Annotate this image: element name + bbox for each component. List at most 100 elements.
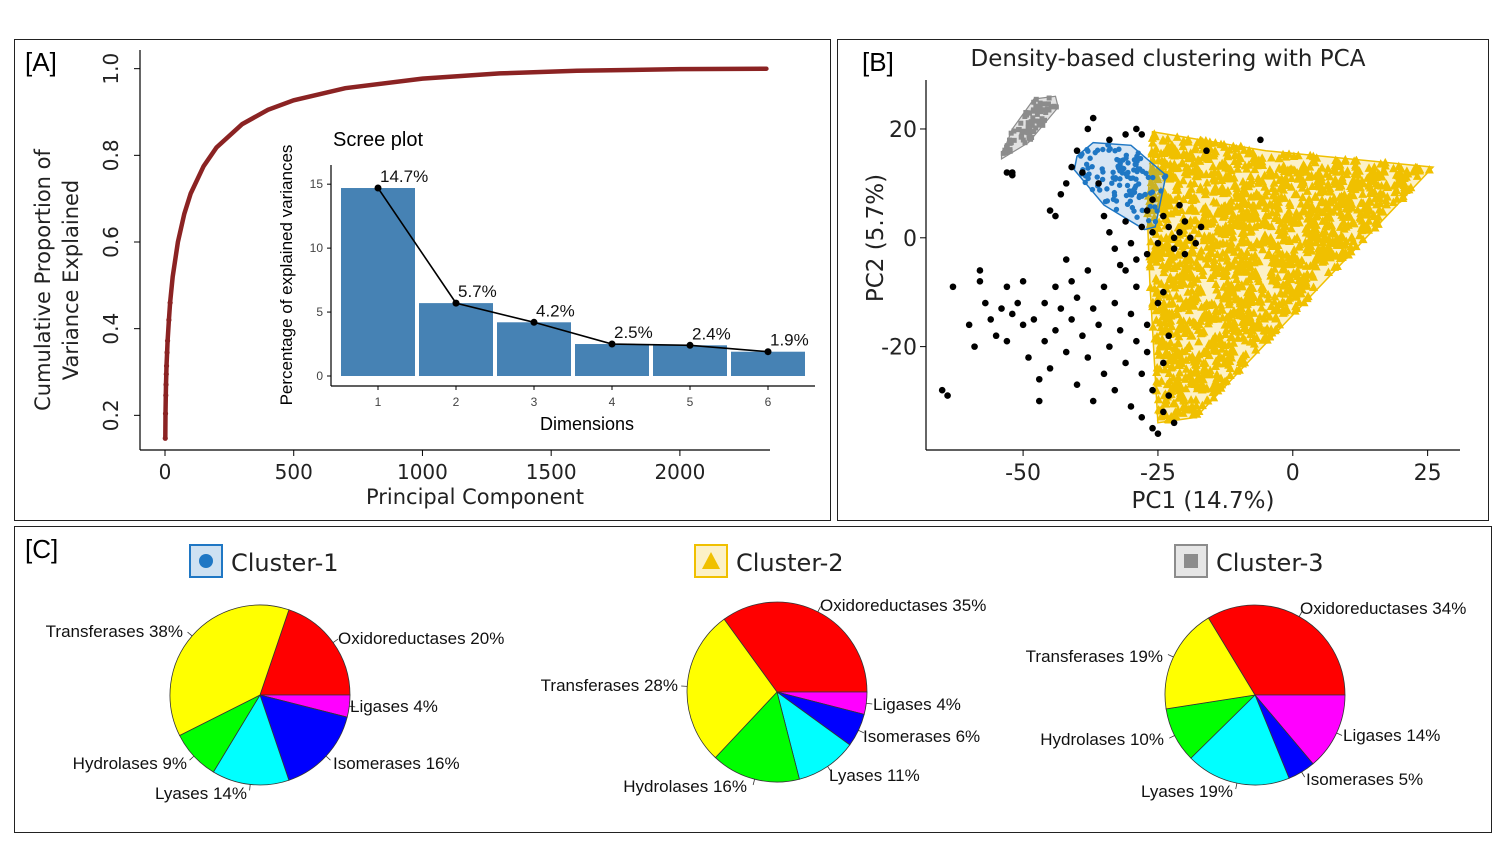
pie-label-leader xyxy=(349,705,356,708)
cluster-2-point xyxy=(1235,306,1245,315)
noise-point xyxy=(1133,256,1140,263)
cluster-2-point xyxy=(1255,323,1265,332)
cluster-2-point xyxy=(1254,296,1264,306)
noise-point xyxy=(1149,386,1156,394)
cluster-2-point xyxy=(1145,282,1155,291)
cluster-2-point xyxy=(1152,363,1162,372)
cluster-2-point xyxy=(1153,346,1163,356)
noise-point xyxy=(998,305,1005,312)
cluster-2-point xyxy=(1219,282,1229,291)
cluster-2-point xyxy=(1175,315,1185,324)
cluster-2-point xyxy=(1189,296,1199,306)
cluster-2-point xyxy=(1252,236,1262,246)
noise-point xyxy=(1009,169,1016,176)
cluster-2-point xyxy=(1248,321,1258,330)
cluster-2-point xyxy=(1374,205,1384,214)
noise-point xyxy=(1138,414,1146,421)
cluster-2-point xyxy=(1237,248,1247,257)
cumulative-variance-point xyxy=(164,349,170,356)
cluster-2-point xyxy=(1189,317,1199,326)
cluster-2-point xyxy=(1175,385,1185,395)
cluster-2-point xyxy=(1238,332,1248,342)
cluster-2-point xyxy=(1302,227,1312,237)
pie-2: Oxidoreductases 35% Ligases 4% Isomerases … xyxy=(541,544,986,796)
cluster-2-point xyxy=(1210,182,1220,191)
cluster-2-point xyxy=(1415,164,1425,174)
cluster-2-point xyxy=(1174,178,1184,188)
cluster-2-point xyxy=(1263,294,1273,303)
cluster-2-point xyxy=(1203,318,1213,328)
cluster-2-point xyxy=(1325,183,1335,193)
cluster-2-point xyxy=(1193,164,1203,173)
cluster-2-point xyxy=(1243,148,1253,158)
cluster-1-point xyxy=(1085,148,1091,154)
cluster-3-point xyxy=(1020,137,1026,143)
cluster-2-point xyxy=(1148,322,1158,331)
cluster-2-point xyxy=(1151,288,1161,297)
cluster-2-point xyxy=(1367,170,1377,180)
noise-point xyxy=(1035,397,1043,405)
cluster-3-point xyxy=(1039,116,1045,122)
cluster-2-point xyxy=(1214,381,1224,391)
cluster-2-point xyxy=(1256,283,1266,292)
cluster-2-point xyxy=(1285,236,1295,246)
cluster-2-point xyxy=(1255,312,1265,321)
cluster-legend-marker xyxy=(702,552,720,569)
cluster-2-point xyxy=(1303,291,1313,301)
noise-point xyxy=(1116,261,1124,269)
cluster-2-point xyxy=(1365,197,1375,206)
scree-x-tick-label: 1 xyxy=(375,395,382,409)
cluster-2-point xyxy=(1239,213,1249,222)
noise-point xyxy=(1073,381,1081,389)
cluster-3-point xyxy=(1018,134,1024,140)
cumulative-variance-point xyxy=(163,363,170,369)
cluster-2-point xyxy=(1274,204,1284,213)
scree-bar xyxy=(731,351,805,376)
cluster-2-point xyxy=(1164,350,1174,359)
scree-line xyxy=(377,187,769,353)
cluster-2-point xyxy=(1331,250,1341,260)
cluster-2-point xyxy=(1262,323,1272,333)
cluster-2-point xyxy=(1250,206,1260,215)
cluster-2-point xyxy=(1222,148,1232,157)
cluster-legend-marker xyxy=(199,554,213,568)
pie-label-leader xyxy=(866,702,873,705)
cluster-2-point xyxy=(1399,185,1409,195)
cluster-2-point xyxy=(1223,245,1233,254)
cluster-2-point xyxy=(1319,232,1329,242)
pie-slice-label: Isomerases 5% xyxy=(1306,770,1423,789)
cluster-2-point xyxy=(1287,173,1297,183)
noise-point xyxy=(1257,136,1264,144)
cluster-2-point xyxy=(1207,298,1217,308)
x-tick-label: 1500 xyxy=(526,460,577,484)
cluster-2-point xyxy=(1236,310,1246,320)
cluster-2-point xyxy=(1170,195,1180,204)
panel-c: [C] Oxidoreductases 20% Ligases 4% Isomeras… xyxy=(14,526,1492,833)
noise-point xyxy=(1111,386,1119,394)
cluster-2-point xyxy=(1205,209,1215,218)
cluster-1-point xyxy=(1082,179,1088,186)
cluster-2-point xyxy=(1210,331,1220,341)
cluster-2-point xyxy=(1257,289,1267,298)
cluster-2-point xyxy=(1233,280,1243,289)
scree-value-label: 1.9% xyxy=(770,331,809,350)
cluster-2-point xyxy=(1242,287,1252,297)
cluster-2-point xyxy=(1209,345,1219,355)
cluster-2-point xyxy=(1329,206,1339,215)
pie-slice-oxidoreductases xyxy=(259,609,351,696)
cluster-2-point xyxy=(1239,237,1249,246)
y-axis-title-line2: Variance Explained xyxy=(59,180,83,381)
pie-charts: [C] Oxidoreductases 20% Ligases 4% Isomeras… xyxy=(25,534,1466,803)
scree-y-tick-label: 0 xyxy=(316,369,323,383)
cluster-2-point xyxy=(1193,155,1203,164)
cluster-2-point xyxy=(1171,163,1181,173)
cluster-2-point xyxy=(1191,257,1201,266)
cluster-2-point xyxy=(1318,247,1328,256)
cluster-legend-title: Cluster-1 xyxy=(231,549,339,577)
cluster-3-point xyxy=(1042,117,1048,123)
cluster-2-point xyxy=(1197,140,1207,150)
cluster-2-point xyxy=(1198,137,1208,146)
cluster-2-point xyxy=(1224,163,1234,173)
cluster-2-point xyxy=(1358,234,1368,244)
cluster-2-point xyxy=(1292,254,1302,263)
